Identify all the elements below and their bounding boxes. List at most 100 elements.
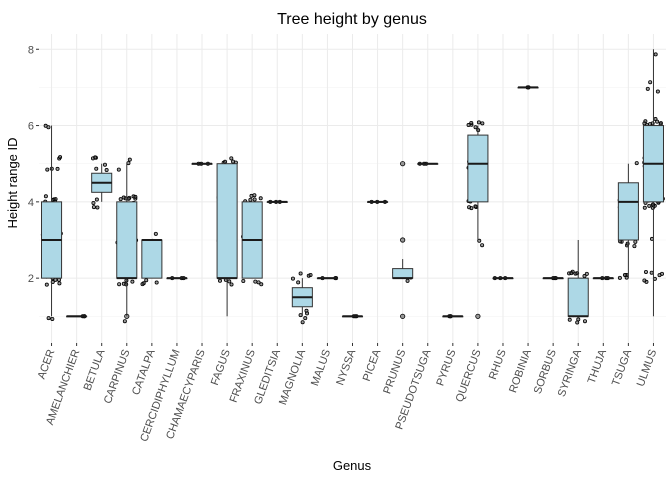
outlier-point [124,313,130,319]
jitter-point [241,278,246,283]
y-tick-label: 4 [28,197,34,209]
jitter-point [642,121,647,126]
jitter-point [217,278,222,283]
jitter-point [93,155,98,160]
jitter-point [258,196,263,201]
jitter-point [121,195,126,200]
jitter-point [229,156,234,161]
y-tick-label: 8 [28,44,34,56]
jitter-point [116,167,121,172]
jitter-point [576,317,581,322]
jitter-point [94,197,99,202]
box-catalpa [141,239,163,279]
jitter-point [476,120,481,125]
jitter-point [480,121,485,126]
jitter-point [467,205,472,210]
jitter-point [140,282,145,287]
box-quercus [467,134,489,203]
jitter-point [127,157,132,162]
outlier-point [400,237,406,243]
jitter-point [154,280,159,285]
x-axis-title: Genus [333,458,372,473]
jitter-point [634,161,639,166]
jitter-point [477,238,482,243]
jitter-point [55,166,60,171]
outlier-point [400,161,406,167]
box-syringa [567,277,589,317]
jitter-point [102,162,107,167]
jitter-point [91,200,96,205]
jitter-point [622,272,627,277]
jitter-point [95,205,100,210]
jitter-point [126,161,131,166]
jitter-point [126,196,131,201]
jitter-point [649,270,654,275]
jitter-point [44,282,49,287]
jitter-point [645,86,650,91]
jitter-point [57,281,62,286]
jitter-point [58,155,63,160]
jitter-point [223,159,228,164]
jitter-point [227,279,232,284]
jitter-point [567,317,572,322]
jitter-point [308,272,313,277]
jitter-point [118,197,123,202]
jitter-point [647,203,652,208]
jitter-point [252,197,257,202]
plot-panel [39,34,666,343]
jitter-point [122,319,127,324]
outlier-point [475,313,481,319]
jitter-point [300,320,305,325]
jitter-point [582,319,587,324]
jitter-point [45,167,50,172]
jitter-point [248,197,253,202]
jitter-point [117,282,122,287]
y-axis: 2 4 6 8 [28,44,39,285]
jitter-point [50,316,55,321]
y-tick-label: 6 [28,121,34,133]
jitter-point [91,205,96,210]
outlier-point [400,313,406,319]
jitter-point [405,278,410,283]
jitter-point [469,121,474,126]
jitter-point [130,279,135,284]
jitter-point [584,271,589,276]
jitter-point [569,271,574,276]
jitter-point [305,311,310,316]
jitter-point [124,282,129,287]
jitter-point [643,269,648,274]
box-fagus [216,163,238,279]
jitter-point [617,275,622,280]
box-layer [41,49,664,319]
jitter-point [252,193,257,198]
jitter-point [632,244,637,249]
jitter-point [229,282,234,287]
jitter-point [298,313,303,318]
jitter-point [298,271,303,276]
jitter-point [303,316,308,321]
jitter-point [296,280,301,285]
jitter-point [573,271,578,276]
jitter-point [153,231,158,236]
jitter-point [648,80,653,85]
jitter-point [104,168,109,173]
jitter-point [473,204,478,209]
jitter-point [259,282,264,287]
box-carpinus [116,201,138,279]
jitter-point [94,166,99,171]
jitter-point [473,125,478,130]
jitter-point [653,52,658,57]
chart-title: Tree height by genus [277,11,427,28]
jitter-point [256,280,261,285]
jitter-point [480,243,485,248]
jitter-point [642,278,647,283]
jitter-point [655,119,660,124]
jitter-point [144,278,149,283]
jitter-point [46,316,51,321]
box-tsuga [617,182,639,241]
jitter-point [53,197,58,202]
jitter-point [290,276,295,281]
jitter-point [253,279,258,284]
jitter-point [642,205,647,210]
